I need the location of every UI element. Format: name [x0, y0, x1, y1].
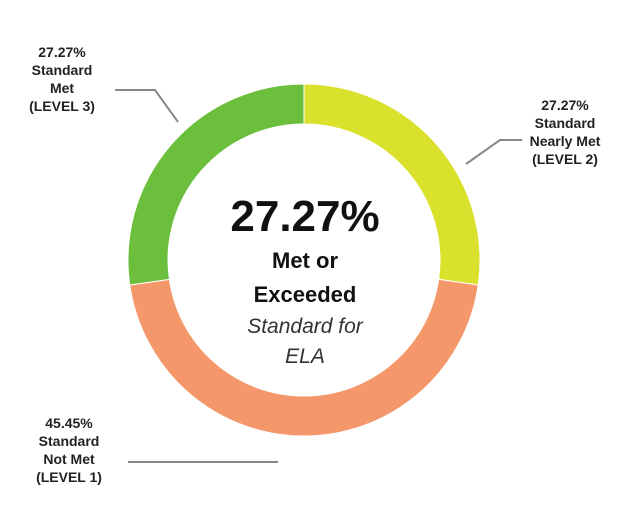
donut-slice — [127, 83, 305, 286]
leader-line — [465, 139, 522, 165]
annotation-text: Met or Exceeded — [253, 248, 357, 307]
level-label: (LEVEL 3) — [29, 98, 95, 114]
slice-label: 27.27% Standard Nearly Met (LEVEL 2) — [510, 96, 620, 168]
category-label: Standard Nearly Met — [529, 115, 601, 149]
level-label: (LEVEL 1) — [36, 469, 102, 485]
value-label: 27.27% — [38, 44, 86, 60]
slice-label: 45.45% Standard Not Met (LEVEL 1) — [14, 414, 124, 486]
value-label: 27.27% — [541, 97, 589, 113]
center-annotation: 27.27% Met or Exceeded Standard for ELA — [205, 190, 405, 372]
value-label: 45.45% — [45, 415, 93, 431]
donut-slice — [129, 278, 479, 437]
headline: 27.27% — [230, 192, 380, 241]
leader-line — [115, 89, 179, 123]
annotation-subtext: Standard for ELA — [247, 315, 363, 368]
slice-label: 27.27% Standard Met (LEVEL 3) — [7, 43, 117, 115]
category-label: Standard Not Met — [38, 433, 100, 467]
category-label: Standard Met — [31, 62, 93, 96]
level-label: (LEVEL 2) — [532, 151, 598, 167]
